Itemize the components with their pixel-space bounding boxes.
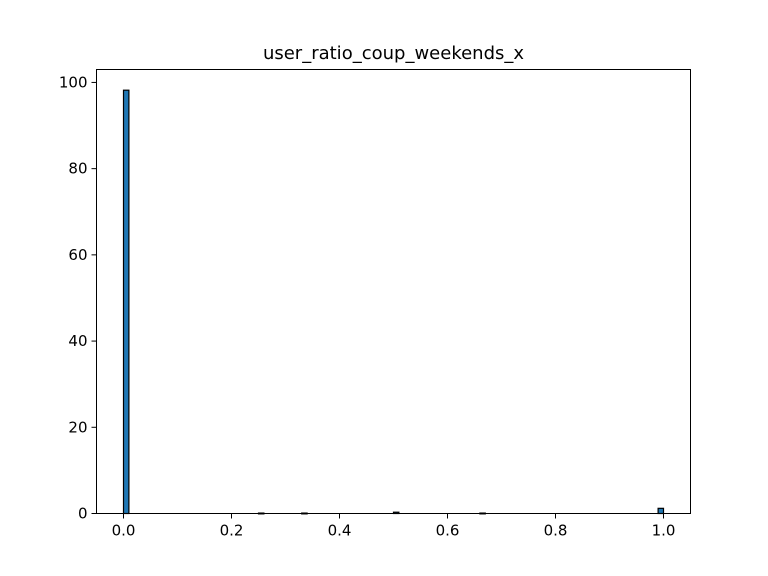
x-tick-label: 0.4 bbox=[328, 522, 352, 540]
y-tick-label: 60 bbox=[68, 246, 87, 264]
y-tick-label: 40 bbox=[68, 332, 87, 350]
y-tick-label: 0 bbox=[78, 505, 88, 523]
x-tick-label: 0.0 bbox=[112, 522, 136, 540]
y-tick-label: 80 bbox=[68, 160, 87, 178]
histogram-bar bbox=[657, 507, 665, 515]
plot-frame bbox=[96, 69, 691, 514]
histogram-bar bbox=[122, 89, 130, 515]
y-tick-label: 100 bbox=[59, 73, 88, 91]
x-tick-label: 0.8 bbox=[544, 522, 568, 540]
x-tick-label: 0.2 bbox=[220, 522, 244, 540]
x-tick-label: 1.0 bbox=[652, 522, 676, 540]
x-tick-label: 0.6 bbox=[436, 522, 460, 540]
chart-title: user_ratio_coup_weekends_x bbox=[263, 43, 524, 64]
y-axis-ticks: 0 20 40 60 80 100 bbox=[59, 73, 97, 523]
y-tick-label: 20 bbox=[68, 418, 87, 436]
x-axis-ticks: 0.0 0.2 0.4 0.6 0.8 1.0 bbox=[112, 513, 676, 540]
